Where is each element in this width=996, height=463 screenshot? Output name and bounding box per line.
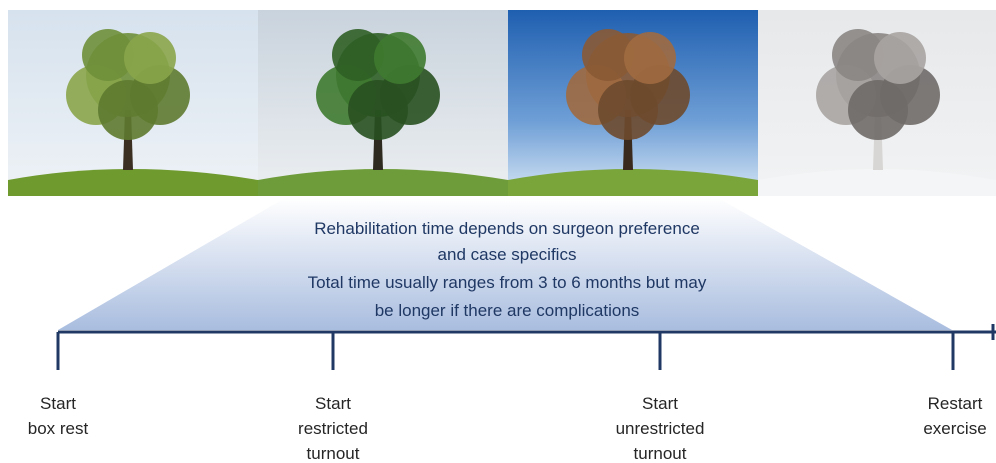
milestone-label: restricted — [298, 419, 368, 438]
milestone-label: exercise — [923, 419, 986, 438]
crown — [374, 32, 426, 84]
crown — [848, 80, 908, 140]
milestone-label: unrestricted — [616, 419, 705, 438]
season-photo — [8, 10, 258, 196]
note-line: and case specifics — [438, 245, 577, 264]
page: Rehabilitation time depends on surgeon p… — [0, 0, 996, 463]
milestone-label: Restart — [928, 394, 983, 413]
diagram: Rehabilitation time depends on surgeon p… — [0, 0, 996, 463]
note-line: Rehabilitation time depends on surgeon p… — [314, 219, 700, 238]
milestone-label: Start — [642, 394, 678, 413]
milestone: Start unrestricted turnout — [616, 332, 705, 463]
crown — [348, 80, 408, 140]
crown — [598, 80, 658, 140]
milestone-label: turnout — [307, 444, 360, 463]
season-photo — [258, 10, 508, 196]
crown — [874, 32, 926, 84]
milestone: Start box rest — [28, 332, 89, 438]
note-line: be longer if there are complications — [375, 301, 640, 320]
milestone-label: turnout — [634, 444, 687, 463]
season-photo — [758, 10, 996, 196]
crown — [124, 32, 176, 84]
note-line: Total time usually ranges from 3 to 6 mo… — [308, 273, 707, 292]
crown — [98, 80, 158, 140]
milestone: Restart exercise — [923, 332, 986, 438]
milestone-label: box rest — [28, 419, 89, 438]
season-photos — [8, 10, 996, 196]
milestone-label: Start — [40, 394, 76, 413]
crown — [624, 32, 676, 84]
season-photo — [508, 10, 758, 196]
milestone-label: Start — [315, 394, 351, 413]
milestone: Start restricted turnout — [298, 332, 368, 463]
